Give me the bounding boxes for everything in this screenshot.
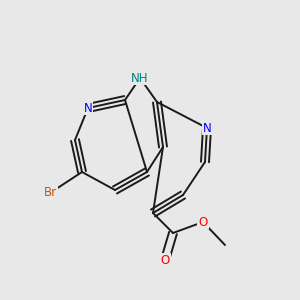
Text: Br: Br bbox=[44, 187, 57, 200]
Text: N: N bbox=[84, 101, 92, 115]
Text: O: O bbox=[198, 215, 208, 229]
Text: O: O bbox=[160, 254, 169, 266]
Text: NH: NH bbox=[131, 71, 149, 85]
Text: N: N bbox=[202, 122, 211, 134]
